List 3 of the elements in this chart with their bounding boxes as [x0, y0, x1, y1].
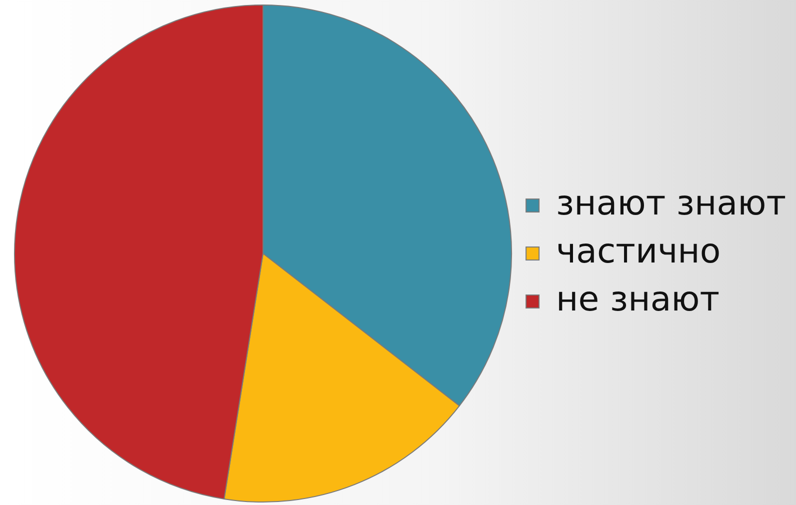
legend-label: знают знают	[556, 183, 786, 224]
legend-label: не знают	[556, 279, 720, 320]
legend-label: частично	[556, 231, 721, 272]
